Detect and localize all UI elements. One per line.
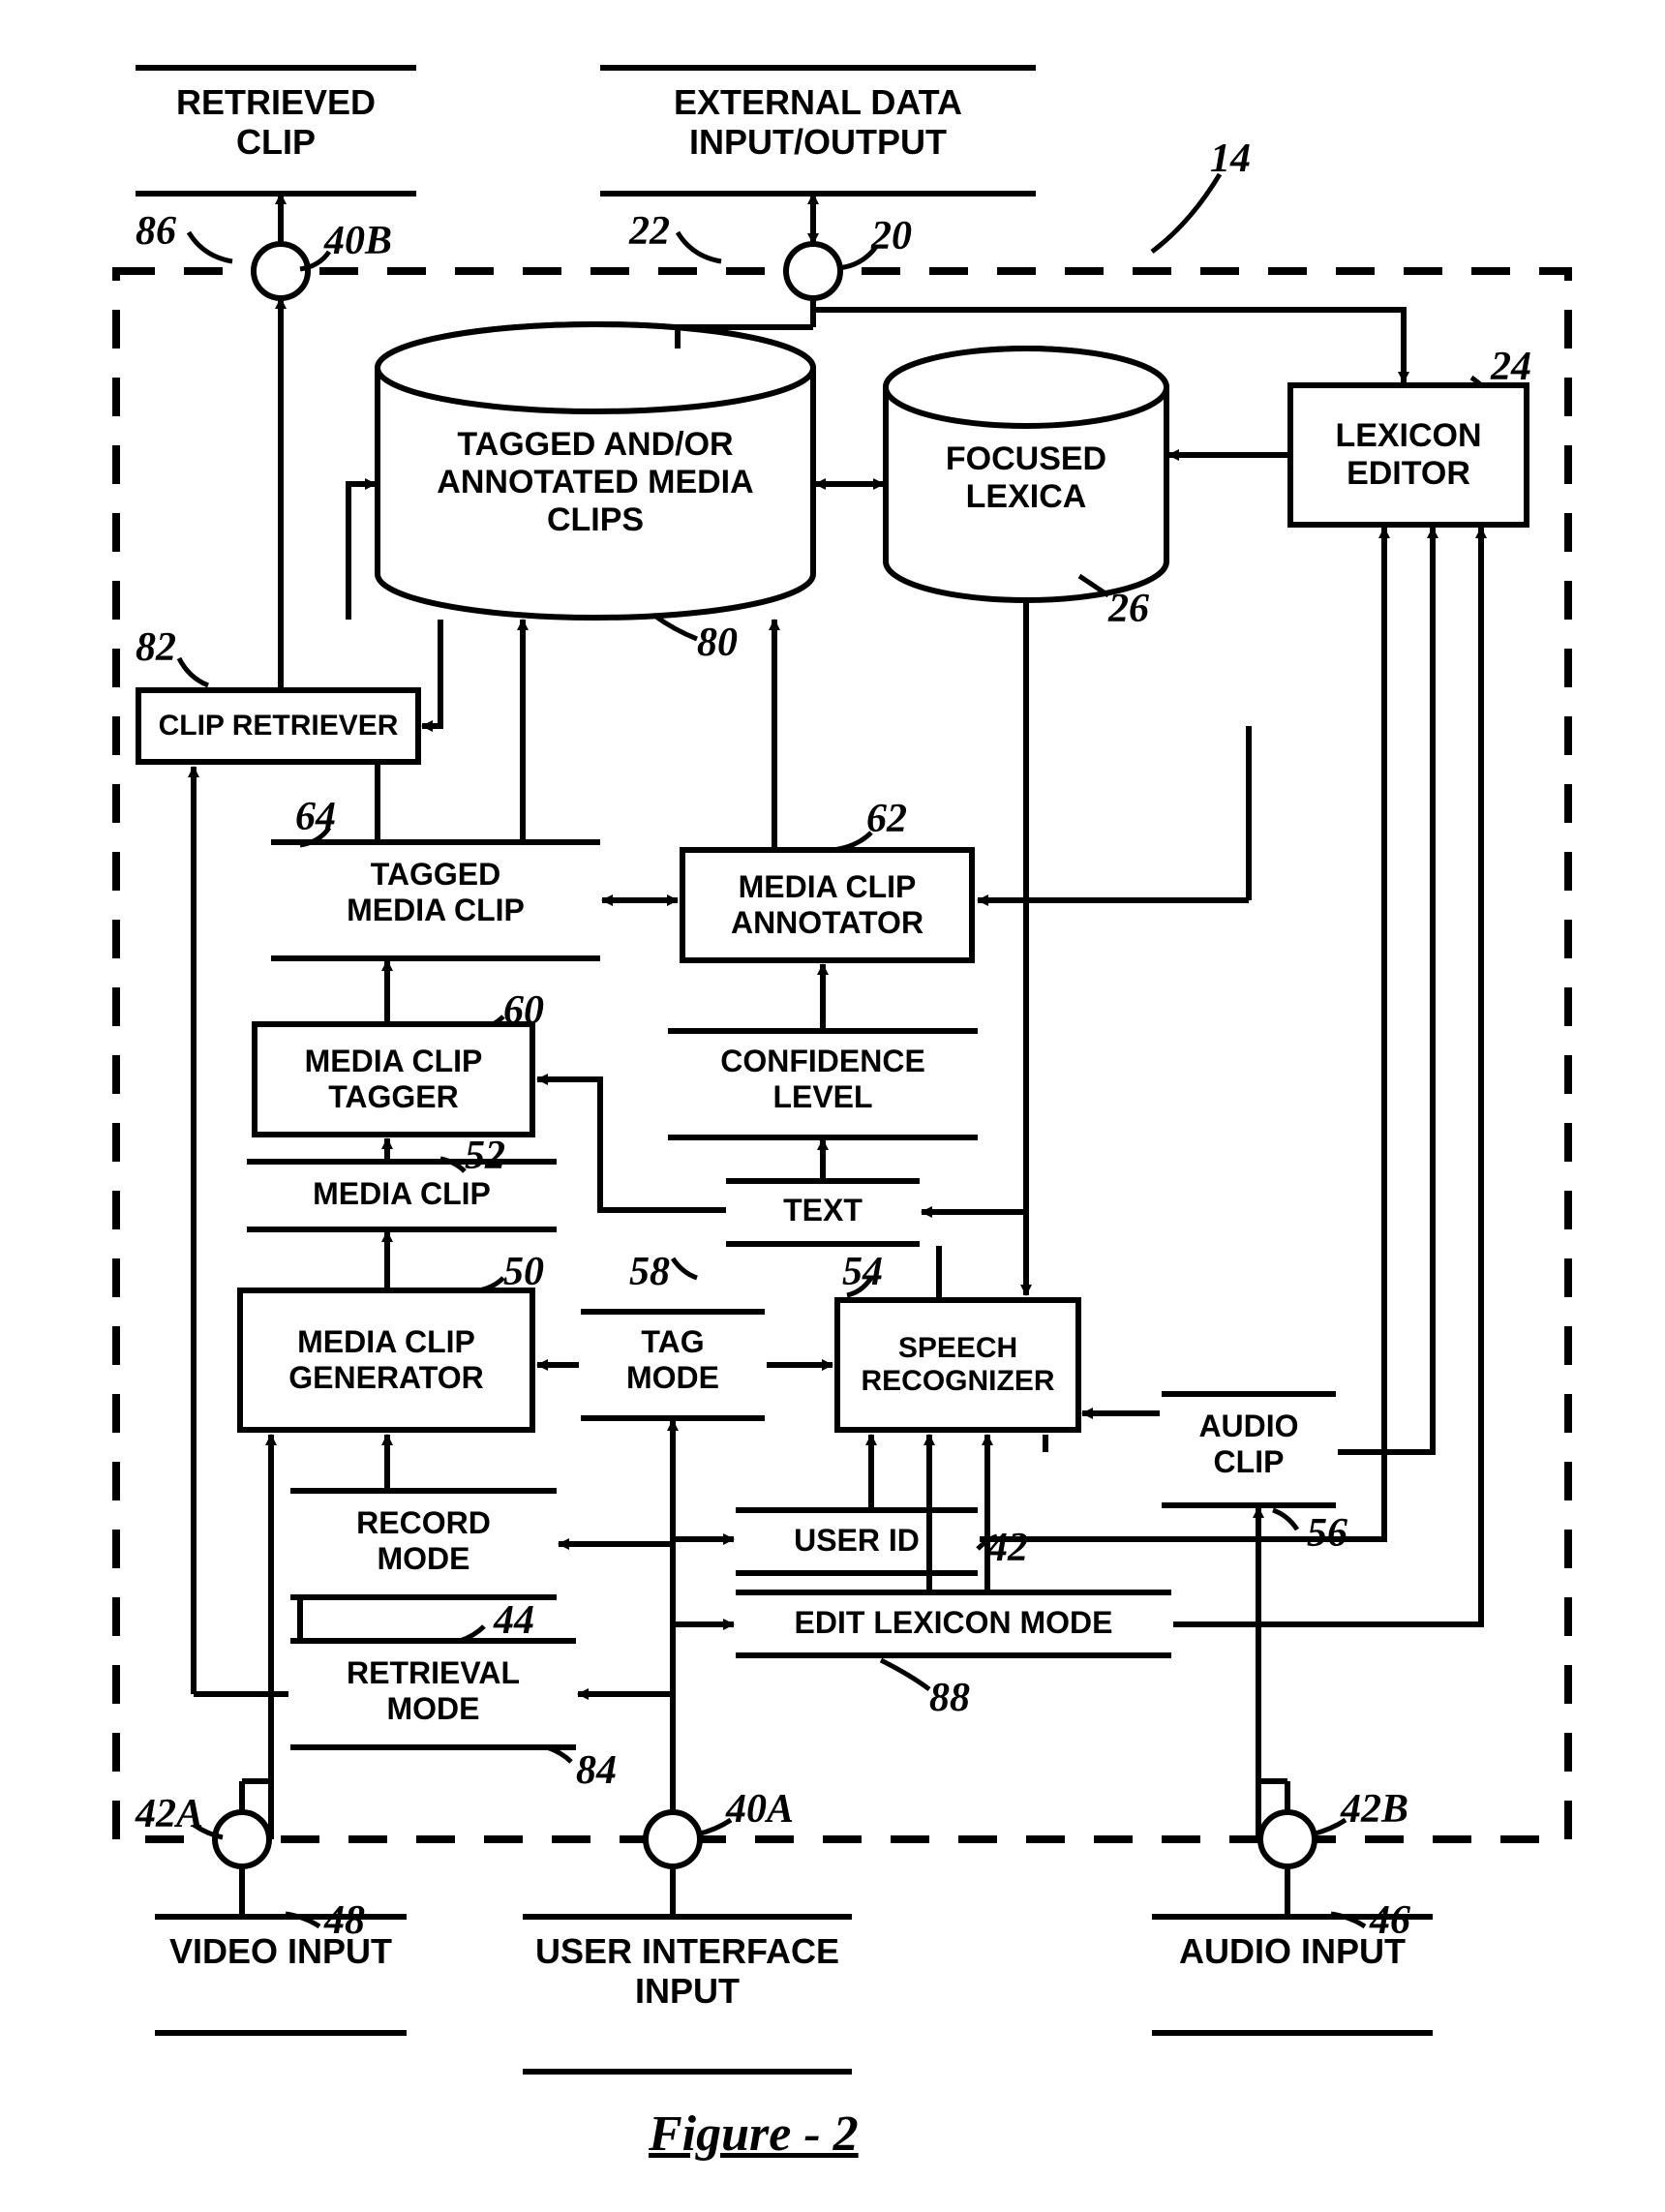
ref-84: 84 [576, 1747, 617, 1794]
ref-58: 58 [629, 1249, 670, 1295]
ref-46: 46 [1370, 1897, 1410, 1944]
ref-54: 54 [842, 1249, 883, 1295]
generator-label: MEDIA CLIP GENERATOR [243, 1324, 530, 1396]
label-user-id: USER ID [736, 1523, 978, 1559]
ref-20: 20 [871, 213, 912, 259]
tagger-label: MEDIA CLIP TAGGER [257, 1044, 530, 1115]
label-focused-lexica: FOCUSED LEXICA [891, 440, 1162, 516]
box-recognizer: SPEECH RECOGNIZER [834, 1297, 1081, 1433]
label-tag-mode: TAG MODE [581, 1324, 765, 1396]
ref-64: 64 [295, 794, 336, 840]
ref-86: 86 [136, 208, 176, 255]
box-generator: MEDIA CLIP GENERATOR [237, 1288, 535, 1433]
ref-88: 88 [929, 1675, 970, 1721]
ref-82: 82 [136, 624, 176, 671]
ref-14: 14 [1210, 136, 1251, 182]
ref-52: 52 [465, 1133, 505, 1179]
label-retrieval-mode: RETRIEVAL MODE [290, 1655, 576, 1727]
box-clip-retriever: CLIP RETRIEVER [136, 687, 421, 765]
io-ui-input: USER INTERFACE INPUT [523, 1931, 852, 2012]
label-tagged-media-clip: TAGGED MEDIA CLIP [271, 857, 600, 928]
label-audio-clip: AUDIO CLIP [1162, 1409, 1336, 1480]
ref-42A: 42A [136, 1791, 203, 1837]
label-text: TEXT [726, 1193, 920, 1228]
ref-42: 42 [987, 1525, 1028, 1571]
label-edit-lexicon: EDIT LEXICON MODE [736, 1605, 1171, 1641]
io-retrieved-clip: RETRIEVED CLIP [136, 82, 416, 163]
ref-42B: 42B [1341, 1786, 1408, 1833]
ref-60: 60 [503, 987, 544, 1034]
label-media-clip: MEDIA CLIP [247, 1176, 557, 1212]
io-external-data: EXTERNAL DATA INPUT/OUTPUT [600, 82, 1036, 163]
ref-26: 26 [1108, 586, 1149, 632]
label-record-mode: RECORD MODE [290, 1505, 557, 1577]
ref-56: 56 [1307, 1510, 1347, 1557]
ref-48: 48 [324, 1897, 365, 1944]
ref-24: 24 [1491, 344, 1531, 390]
recognizer-label: SPEECH RECOGNIZER [840, 1332, 1075, 1399]
figure-caption: Figure - 2 [649, 2106, 859, 2163]
ref-22: 22 [629, 208, 670, 255]
label-tagged-db: TAGGED AND/OR ANNOTATED MEDIA CLIPS [387, 426, 803, 539]
annotator-label: MEDIA CLIP ANNOTATOR [685, 869, 969, 941]
box-annotator: MEDIA CLIP ANNOTATOR [680, 847, 975, 963]
box-lexicon-editor: LEXICON EDITOR [1287, 382, 1529, 528]
lexicon-editor-label: LEXICON EDITOR [1293, 417, 1524, 493]
label-confidence: CONFIDENCE LEVEL [668, 1044, 978, 1115]
io-video-input: VIDEO INPUT [155, 1931, 407, 1971]
ref-62: 62 [866, 796, 907, 842]
ref-44: 44 [494, 1597, 534, 1644]
diagram-root: RETRIEVED CLIP EXTERNAL DATA INPUT/OUTPU… [0, 0, 1665, 2212]
ref-50: 50 [503, 1249, 544, 1295]
ref-80: 80 [697, 620, 738, 666]
box-tagger: MEDIA CLIP TAGGER [252, 1021, 535, 1137]
clip-retriever-label: CLIP RETRIEVER [159, 710, 399, 743]
ref-40B: 40B [324, 218, 392, 264]
ref-40A: 40A [726, 1786, 794, 1833]
